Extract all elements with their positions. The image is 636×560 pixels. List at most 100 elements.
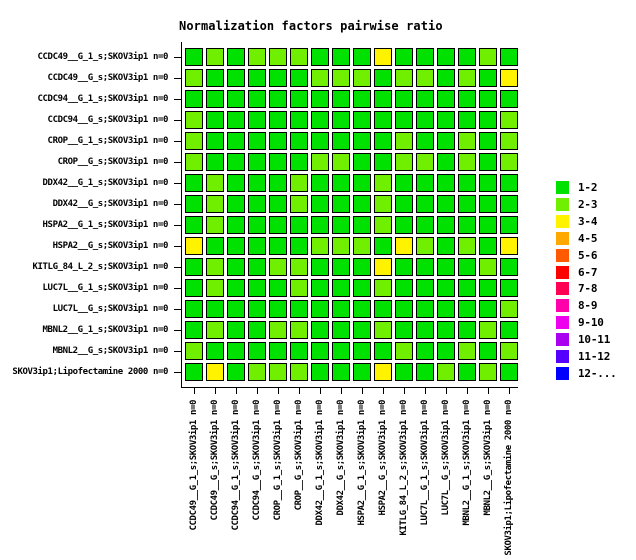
heatmap-cell: [269, 237, 287, 255]
heatmap-cell: [479, 69, 497, 87]
heatmap-cell: [479, 111, 497, 129]
heatmap-cell: [500, 216, 518, 234]
heatmap-cell: [248, 132, 266, 150]
heatmap-cell: [479, 279, 497, 297]
heatmap-cell: [332, 90, 350, 108]
heatmap-cell: [374, 69, 392, 87]
heatmap-cell: [185, 363, 203, 381]
heatmap-cell: [290, 363, 308, 381]
heatmap-cell: [227, 216, 245, 234]
heatmap-cell: [248, 153, 266, 171]
heatmap-cell: [458, 48, 476, 66]
heatmap-cell: [479, 195, 497, 213]
heatmap-cell: [500, 363, 518, 381]
y-axis-tick: [174, 99, 181, 100]
heatmap-cell: [185, 279, 203, 297]
col-label: DDX42__G_s;SKOV3ip1 n=0: [336, 400, 346, 516]
legend-swatch: [556, 367, 569, 380]
row-label: MBNL2__G_s;SKOV3ip1 n=0: [52, 346, 169, 356]
x-axis-tick: [509, 388, 510, 394]
x-axis-tick: [320, 388, 321, 394]
y-axis-tick: [174, 78, 181, 79]
heatmap-cell: [395, 132, 413, 150]
heatmap-cell: [437, 111, 455, 129]
heatmap-cell: [353, 363, 371, 381]
heatmap-cell: [458, 321, 476, 339]
heatmap-cell: [185, 153, 203, 171]
heatmap-cell: [269, 132, 287, 150]
heatmap-cell: [227, 363, 245, 381]
heatmap-cell: [353, 111, 371, 129]
heatmap-cell: [437, 237, 455, 255]
heatmap-cell: [311, 279, 329, 297]
heatmap-cell: [206, 48, 224, 66]
heatmap-cell: [185, 69, 203, 87]
heatmap-cell: [248, 216, 266, 234]
heatmap-cell: [479, 216, 497, 234]
heatmap-cell: [227, 237, 245, 255]
row-label: SKOV3ip1;Lipofectamine 2000 n=0: [12, 367, 168, 377]
heatmap-cell: [332, 279, 350, 297]
heatmap-cell: [479, 48, 497, 66]
heatmap-cell: [374, 48, 392, 66]
y-axis-tick: [174, 351, 181, 352]
legend-swatch: [556, 181, 569, 194]
heatmap-cell: [374, 216, 392, 234]
heatmap-cell: [395, 321, 413, 339]
heatmap-cell: [500, 237, 518, 255]
heatmap-cell: [395, 237, 413, 255]
heatmap-cell: [374, 174, 392, 192]
heatmap-cell: [269, 300, 287, 318]
heatmap-cell: [458, 258, 476, 276]
heatmap-cell: [353, 216, 371, 234]
heatmap-cell: [269, 279, 287, 297]
legend-swatch: [556, 350, 569, 363]
heatmap-cell: [437, 363, 455, 381]
col-label: LUC7L__G_1_s;SKOV3ip1 n=0: [420, 400, 430, 526]
heatmap-cell: [374, 237, 392, 255]
legend-label: 8-9: [578, 299, 598, 312]
heatmap-cell: [227, 279, 245, 297]
heatmap-cell: [206, 363, 224, 381]
heatmap-cell: [416, 216, 434, 234]
heatmap-cell: [185, 174, 203, 192]
y-axis-tick: [174, 162, 181, 163]
heatmap-cell: [185, 132, 203, 150]
heatmap-cell: [311, 237, 329, 255]
heatmap-cell: [374, 153, 392, 171]
heatmap-cell: [374, 279, 392, 297]
heatmap-cell: [332, 69, 350, 87]
heatmap-cell: [395, 48, 413, 66]
heatmap-cell: [311, 342, 329, 360]
heatmap-cell: [416, 237, 434, 255]
col-label: CCDC49__G_1_s;SKOV3ip1 n=0: [189, 400, 199, 531]
legend-label: 9-10: [578, 316, 604, 329]
heatmap-cell: [374, 111, 392, 129]
heatmap-cell: [395, 111, 413, 129]
legend-label: 2-3: [578, 198, 598, 211]
y-axis-tick: [174, 288, 181, 289]
heatmap-cell: [395, 69, 413, 87]
col-label: HSPA2__G_s;SKOV3ip1 n=0: [378, 400, 388, 516]
heatmap-cell: [185, 300, 203, 318]
heatmap-cell: [248, 48, 266, 66]
legend-label: 11-12: [578, 350, 611, 363]
heatmap-cell: [437, 69, 455, 87]
x-axis-tick: [341, 388, 342, 394]
heatmap-cell: [248, 90, 266, 108]
heatmap-cell: [458, 69, 476, 87]
legend-label: 10-11: [578, 333, 611, 346]
heatmap-cell: [290, 279, 308, 297]
row-label: LUC7L__G_1_s;SKOV3ip1 n=0: [42, 283, 169, 293]
heatmap-cell: [416, 300, 434, 318]
legend-swatch: [556, 249, 569, 262]
heatmap-cell: [290, 216, 308, 234]
heatmap-cell: [290, 132, 308, 150]
heatmap-cell: [248, 174, 266, 192]
heatmap-cell: [185, 342, 203, 360]
heatmap-cell: [374, 132, 392, 150]
x-axis-tick: [299, 388, 300, 394]
heatmap-cell: [416, 111, 434, 129]
x-axis-tick: [404, 388, 405, 394]
heatmap-cell: [395, 258, 413, 276]
